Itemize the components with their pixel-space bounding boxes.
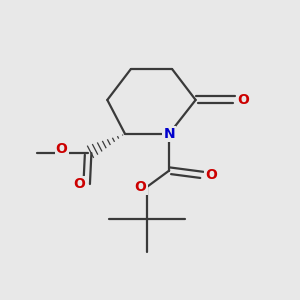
Text: O: O xyxy=(237,93,249,107)
Text: O: O xyxy=(205,168,217,182)
Text: O: O xyxy=(74,177,85,191)
Text: O: O xyxy=(56,142,68,155)
Text: O: O xyxy=(135,180,146,194)
Text: N: N xyxy=(163,127,175,141)
